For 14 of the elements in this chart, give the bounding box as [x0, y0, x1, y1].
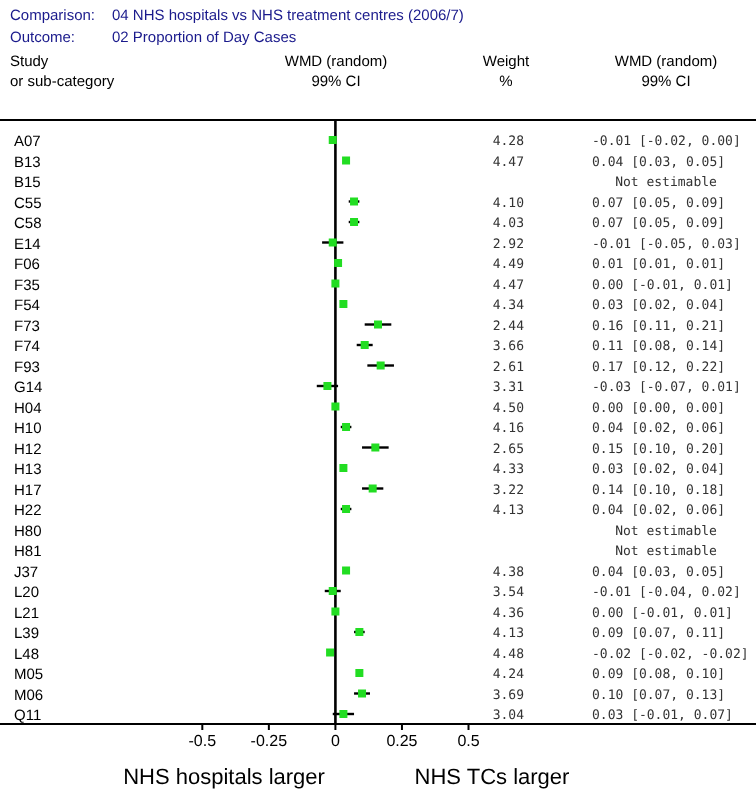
x-tick-label: 0.5: [457, 732, 481, 750]
point: [374, 320, 382, 329]
point: [368, 484, 377, 493]
x-tick-label: 0.25: [386, 732, 419, 750]
point: [339, 710, 348, 718]
text: NHS hospitals larger: [123, 766, 326, 790]
x-tick-label: 0: [330, 732, 341, 750]
point: [371, 443, 380, 452]
x-tick-label: -0.25: [250, 732, 289, 750]
point: [376, 361, 385, 370]
point: [323, 382, 332, 390]
point: [328, 238, 337, 247]
x-tick-label: -0.5: [188, 732, 218, 750]
text: NHS TCs larger: [414, 766, 571, 790]
